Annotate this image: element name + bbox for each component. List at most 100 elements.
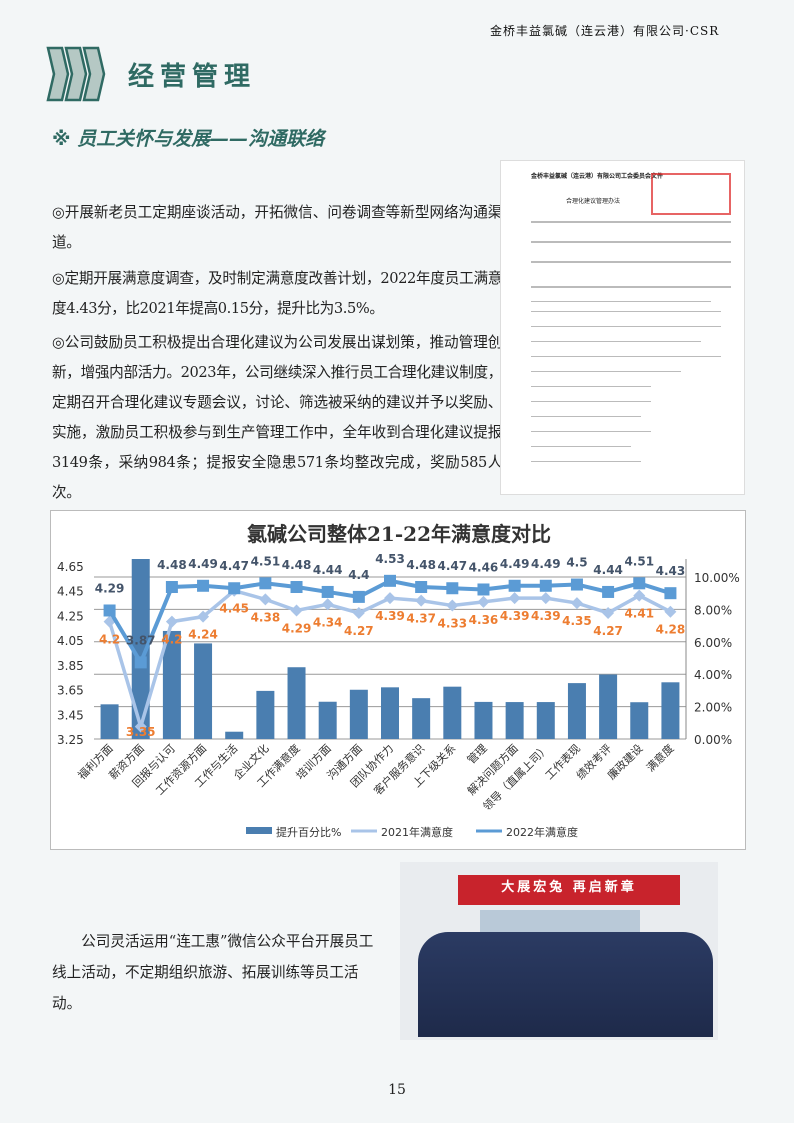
data-label: 4.2 [161, 633, 182, 647]
data-label: 4.51 [624, 554, 654, 568]
point-2021 [165, 615, 178, 628]
data-label: 4.47 [219, 559, 249, 573]
data-label: 4.29 [282, 621, 312, 635]
point-2021 [446, 599, 459, 612]
point-2021 [415, 594, 428, 607]
data-label: 4.39 [500, 609, 530, 623]
point-2022 [197, 579, 210, 592]
doc-header: 金桥丰益氯碱（连云港）有限公司工会委员会文件 [531, 173, 664, 180]
point-2022 [633, 577, 646, 590]
point-2021 [664, 605, 677, 618]
point-2022 [664, 587, 677, 600]
left-tick-label: 3.45 [57, 708, 84, 722]
data-label: 3.87 [126, 633, 156, 647]
chart-svg: 氯碱公司整体21-22年满意度对比 0.00% 2.00% 4.00% 6.00% 8.… [57, 522, 740, 839]
satisfaction-chart: 氯碱公司整体21-22年满意度对比 0.00% 2.00% 4.00% 6.00% 8.… [50, 510, 746, 850]
data-label: 4.37 [406, 612, 436, 626]
point-2021 [539, 592, 552, 605]
paragraph: ◎开展新老员工定期座谈活动，开拓微信、问卷调查等新型网络沟通渠道。 [52, 204, 502, 251]
point-2022 [228, 582, 241, 595]
point-2022 [477, 583, 490, 596]
point-2021 [290, 604, 303, 617]
point-2021 [259, 593, 272, 606]
data-label: 4.27 [344, 624, 374, 638]
data-label: 4.39 [531, 609, 561, 623]
data-label: 4.48 [282, 558, 312, 572]
point-2022 [384, 574, 396, 587]
left-tick-label: 4.45 [57, 585, 84, 599]
data-label: 4.47 [438, 559, 468, 573]
bar [630, 702, 649, 739]
bar [474, 701, 493, 739]
section-title: 经营管理 [128, 62, 257, 92]
bar [225, 731, 244, 739]
data-label: 4.33 [438, 617, 468, 631]
left-tick-label: 3.25 [57, 733, 84, 747]
data-label: 4.2 [99, 633, 120, 647]
legend-bar-icon [246, 827, 272, 834]
bar [536, 702, 555, 739]
chart-title: 氯碱公司整体21-22年满意度对比 [247, 522, 551, 546]
left-tick-label: 3.65 [57, 684, 84, 698]
point-2021 [508, 592, 521, 605]
category-label: 管理 [464, 741, 489, 766]
point-2021 [384, 592, 396, 605]
point-2021 [570, 597, 583, 610]
bar [381, 687, 399, 739]
point-2022 [103, 604, 116, 617]
bar [349, 689, 368, 739]
bar [162, 630, 181, 739]
employee-group-photo: 大展宏兔 再启新章 [400, 862, 718, 1040]
bottom-paragraph: 公司灵活运用“连工惠”微信公众平台开展员工线上活动，不定期组织旅游、拓展训练等员… [52, 933, 374, 1012]
bar [287, 667, 306, 739]
point-2022 [539, 579, 552, 592]
data-label: 4.36 [469, 613, 499, 627]
left-tick-label: 4.25 [57, 609, 84, 623]
data-label: 4.48 [157, 558, 187, 572]
paragraph: ◎定期开展满意度调查，及时制定满意度改善计划，2022年度员工满意度4.43分，… [52, 270, 502, 317]
data-label: 4.45 [219, 602, 249, 616]
point-2021 [633, 589, 646, 602]
point-2022 [415, 581, 428, 594]
point-2022 [321, 585, 334, 598]
paragraph: ◎公司鼓励员工积极提出合理化建议为公司发展出谋划策，推动管理创新，增强内部活力。… [52, 334, 502, 501]
data-label: 3.35 [126, 725, 156, 739]
data-label: 4.28 [656, 623, 686, 637]
point-2021 [134, 720, 147, 733]
point-2021 [477, 595, 490, 608]
legend-label: 提升百分比% [276, 826, 341, 839]
left-tick-label: 4.05 [57, 634, 84, 648]
bar [505, 702, 524, 739]
chevron-icon [46, 46, 106, 102]
bar [131, 559, 150, 739]
document-image: 金桥丰益氯碱（连云港）有限公司工会委员会文件 合理化建议管理办法 [500, 160, 745, 495]
data-label: 4.38 [251, 610, 281, 624]
data-label: 4.44 [313, 563, 343, 577]
left-tick-label: 4.65 [57, 560, 84, 574]
data-label: 4.35 [562, 614, 592, 628]
point-2022 [352, 590, 365, 603]
legend-label: 2021年满意度 [381, 825, 453, 839]
photo-banner: 大展宏兔 再启新章 [458, 875, 680, 905]
data-label: 4.24 [188, 628, 218, 642]
point-2022 [508, 579, 521, 592]
data-label: 4.41 [624, 607, 654, 621]
bar [443, 686, 462, 739]
right-tick-label: 0.00% [694, 733, 732, 747]
category-label: 廉政建设 [604, 741, 645, 782]
bar [661, 682, 680, 739]
point-2021 [352, 606, 365, 619]
data-label: 4.49 [188, 557, 218, 571]
right-tick-label: 10.00% [694, 571, 740, 585]
right-tick-label: 2.00% [694, 701, 732, 715]
data-label: 4.53 [375, 552, 405, 566]
point-2022 [165, 581, 178, 594]
point-2021 [103, 615, 116, 628]
company-header: 金桥丰益氯碱（连云港）有限公司·CSR [490, 24, 720, 38]
point-2022 [290, 581, 303, 594]
bar [599, 674, 618, 739]
category-label: 满意度 [643, 741, 676, 774]
point-2021 [602, 606, 615, 619]
red-stamp [651, 173, 731, 215]
point-2021 [197, 610, 210, 623]
